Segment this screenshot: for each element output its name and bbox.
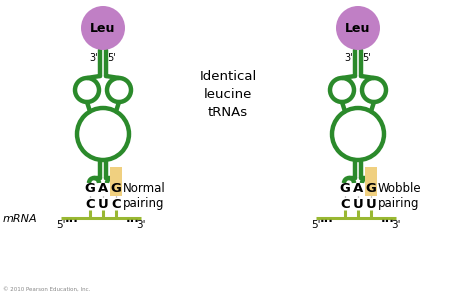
Text: Normal
pairing: Normal pairing — [123, 183, 166, 211]
Text: A: A — [98, 183, 108, 196]
Text: Leu: Leu — [346, 21, 371, 34]
Text: ...: ... — [319, 213, 333, 225]
Text: mRNA: mRNA — [2, 214, 37, 224]
Text: Wobble
pairing: Wobble pairing — [378, 183, 422, 211]
Text: 5': 5' — [311, 220, 321, 230]
Text: 5': 5' — [56, 220, 66, 230]
Text: ...: ... — [381, 213, 394, 225]
Text: U: U — [365, 198, 376, 211]
Text: A: A — [353, 183, 363, 196]
Text: G: G — [339, 183, 350, 196]
Text: G: G — [110, 183, 121, 196]
Text: C: C — [340, 198, 350, 211]
Text: U: U — [353, 198, 364, 211]
Text: 5': 5' — [107, 53, 116, 63]
Text: ...: ... — [126, 213, 139, 225]
Circle shape — [336, 6, 380, 50]
Text: 5': 5' — [362, 53, 371, 63]
Text: 3': 3' — [90, 53, 98, 63]
Text: 3': 3' — [345, 53, 353, 63]
Text: 3': 3' — [391, 220, 401, 230]
Text: G: G — [365, 183, 376, 196]
Text: C: C — [111, 198, 121, 211]
Circle shape — [81, 6, 125, 50]
FancyBboxPatch shape — [110, 166, 122, 196]
Text: C: C — [85, 198, 95, 211]
Text: U: U — [98, 198, 109, 211]
Text: G: G — [84, 183, 95, 196]
Text: ...: ... — [64, 213, 78, 225]
Text: Identical
leucine
tRNAs: Identical leucine tRNAs — [200, 69, 256, 118]
Text: 3': 3' — [136, 220, 146, 230]
Text: Leu: Leu — [91, 21, 116, 34]
FancyBboxPatch shape — [365, 166, 377, 196]
Text: © 2010 Pearson Education, Inc.: © 2010 Pearson Education, Inc. — [3, 287, 91, 292]
